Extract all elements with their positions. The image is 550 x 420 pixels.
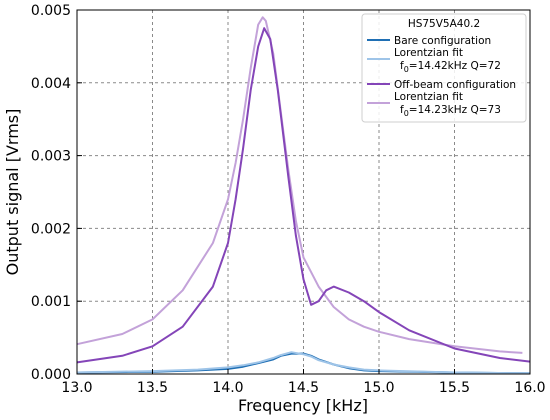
legend-label: Bare configuration	[394, 35, 491, 47]
legend-sublabel: f0=14.23kHz Q=73	[400, 104, 501, 118]
y-tick-label: 0.005	[31, 3, 71, 19]
legend-label: Lorentzian fit	[394, 47, 463, 59]
y-tick-label: 0.003	[31, 149, 71, 165]
legend-label: Off-beam configuration	[394, 79, 516, 91]
x-tick-label: 14.0	[212, 380, 243, 396]
series-line-2	[76, 27, 531, 364]
legend-sublabel: f0=14.42kHz Q=72	[400, 60, 501, 74]
y-tick-label: 0.000	[31, 367, 71, 383]
y-tick-label: 0.004	[31, 76, 71, 92]
x-tick-label: 15.0	[363, 380, 394, 396]
x-tick-label: 13.5	[137, 380, 168, 396]
legend-title: HS75V5A40.2	[408, 18, 480, 30]
legend-label: Lorentzian fit	[394, 91, 463, 103]
legend-box	[361, 13, 527, 123]
y-tick-label: 0.002	[31, 221, 71, 237]
series-layer	[76, 16, 531, 375]
y-tick-label: 0.001	[31, 294, 71, 310]
x-tick-label: 16.0	[514, 380, 545, 396]
x-tick-label: 15.5	[439, 380, 470, 396]
ticks: 13.0 13.5 14.0 14.5 15.0 15.5 16.0 0.000 0.001 0.…	[31, 3, 546, 396]
series-line-1	[76, 351, 531, 375]
x-axis-label: Frequency [kHz]	[238, 396, 368, 415]
y-axis-label: Output signal [Vrms]	[3, 109, 22, 276]
x-tick-label: 14.5	[288, 380, 319, 396]
x-tick-label: 13.0	[61, 380, 92, 396]
